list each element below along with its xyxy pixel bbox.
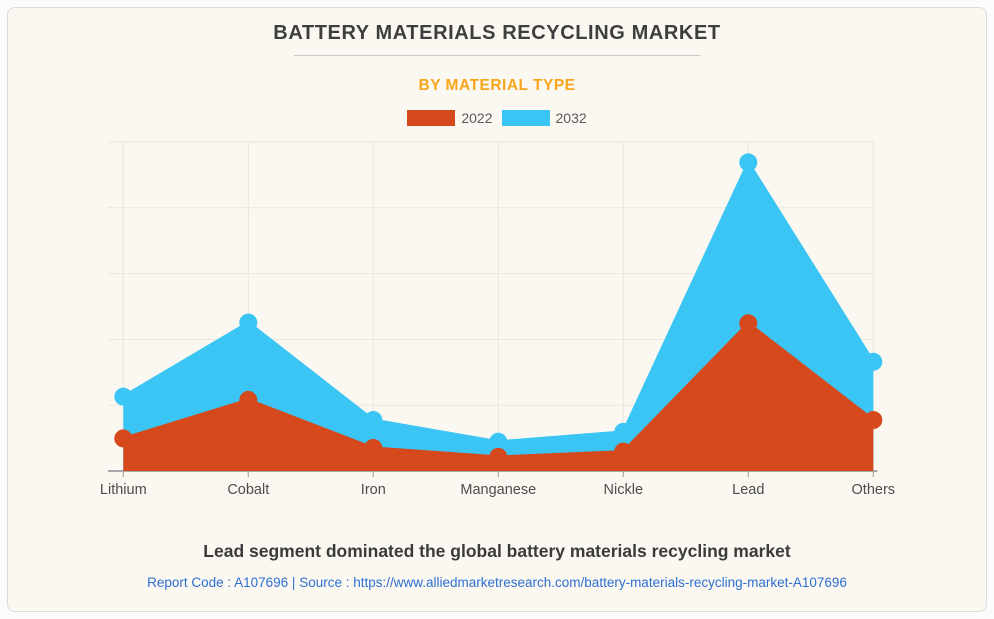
legend-label-2022: 2022 <box>461 110 493 126</box>
data-point-2032-lithium[interactable] <box>114 387 133 406</box>
legend-item-2032[interactable]: 2032 <box>501 110 587 126</box>
data-point-2022-others[interactable] <box>864 411 883 430</box>
report-source-line[interactable]: Report Code : A107696 | Source : https:/… <box>147 575 847 590</box>
legend-item-2022[interactable]: 2022 <box>407 110 493 126</box>
chart-title: BATTERY MATERIALS RECYCLING MARKET <box>273 22 721 44</box>
data-point-2022-nickle[interactable] <box>614 442 633 461</box>
data-point-2032-manganese[interactable] <box>489 432 508 451</box>
x-axis-label-lead: Lead <box>732 482 764 498</box>
x-axis-label-nickle: Nickle <box>604 482 643 498</box>
x-axis-label-iron: Iron <box>361 482 386 498</box>
data-point-2022-lithium[interactable] <box>114 429 133 448</box>
data-point-2032-iron[interactable] <box>364 411 383 430</box>
x-axis-label-cobalt: Cobalt <box>227 482 269 498</box>
data-point-2032-lead[interactable] <box>739 153 758 172</box>
data-point-2032-nickle[interactable] <box>614 422 633 441</box>
data-point-2022-cobalt[interactable] <box>239 390 258 409</box>
x-axis-label-others: Others <box>852 482 896 498</box>
x-axis-label-lithium: Lithium <box>100 482 147 498</box>
data-point-2032-others[interactable] <box>864 352 883 371</box>
data-point-2022-lead[interactable] <box>739 314 758 333</box>
chart-caption: Lead segment dominated the global batter… <box>203 541 791 561</box>
title-divider <box>294 55 700 56</box>
legend: 2022 2032 <box>0 110 994 126</box>
data-point-2022-manganese[interactable] <box>489 447 508 466</box>
chart-subtitle: BY MATERIAL TYPE <box>418 77 576 94</box>
x-axis-label-manganese: Manganese <box>460 482 536 498</box>
legend-swatch-2032 <box>501 110 550 126</box>
data-point-2032-cobalt[interactable] <box>239 313 258 332</box>
legend-swatch-2022 <box>407 110 456 126</box>
area-chart: Lithium Cobalt Iron Manganese Nickle Lead Othe… <box>100 141 896 498</box>
area-2022 <box>123 323 874 471</box>
data-point-2022-iron[interactable] <box>364 438 383 457</box>
legend-label-2032: 2032 <box>555 110 587 126</box>
